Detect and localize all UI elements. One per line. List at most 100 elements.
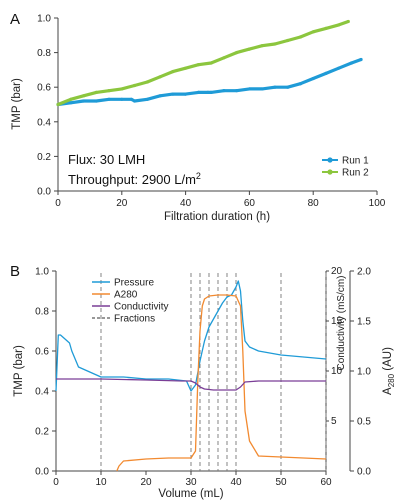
y-tick-label-a: 0.2	[37, 152, 51, 163]
series-line-run-1	[57, 57, 362, 107]
y2-tick-label-b: 5	[331, 416, 337, 427]
y-tick-label-b: 0.4	[35, 387, 49, 398]
x-tick-label-b: 40	[230, 477, 242, 488]
y-tick-label-a: 1.0	[37, 14, 51, 25]
legend-label: Pressure	[114, 278, 154, 289]
data-point	[209, 61, 213, 65]
data-point	[209, 90, 213, 94]
data-point	[145, 97, 149, 101]
x-tick-label-a: 80	[308, 198, 320, 209]
data-point	[247, 87, 251, 91]
y3-tick-label-b: 0.0	[357, 467, 371, 478]
y-tick-label-b: 0.2	[35, 427, 49, 438]
data-point	[107, 89, 111, 93]
legend-marker	[327, 169, 333, 175]
y-tick-label-a: 0.6	[37, 83, 51, 94]
y-tick-label-b: 0.0	[35, 467, 49, 478]
data-point	[184, 66, 188, 70]
series-line-conductivity	[56, 378, 326, 391]
data-point	[286, 38, 290, 43]
data-point	[311, 76, 315, 81]
x-tick-label-a: 40	[180, 198, 192, 209]
data-point	[222, 56, 226, 60]
data-point	[273, 85, 277, 89]
y2-tick-label-b: 15	[331, 316, 343, 327]
y-tick-label-b: 0.6	[35, 347, 49, 358]
data-point	[81, 99, 86, 103]
y3-axis-label-b: A280 (AU)	[382, 347, 396, 395]
data-point	[145, 80, 149, 84]
y3-tick-label-b: 1.0	[357, 367, 371, 378]
legend-label: Run 1	[342, 156, 369, 167]
y-axis-label-a: TMP (bar)	[11, 78, 23, 130]
data-point	[337, 23, 341, 27]
x-tick-label-b: 0	[53, 477, 59, 488]
y-axis-label-b: TMP (bar)	[13, 345, 25, 397]
data-point	[69, 101, 73, 105]
data-point	[260, 44, 264, 48]
x-tick-label-b: 10	[95, 477, 107, 488]
data-point	[184, 92, 188, 96]
data-point	[324, 26, 328, 30]
fraction-lines	[100, 273, 327, 471]
series-line-pressure	[55, 280, 327, 392]
data-point	[120, 87, 124, 91]
x-axis-label-b: Volume (mL)	[158, 488, 223, 500]
data-point	[132, 83, 137, 88]
data-point	[158, 94, 162, 98]
data-point	[196, 90, 200, 94]
data-point	[94, 99, 98, 103]
y-tick-label-b: 0.8	[35, 307, 49, 318]
data-point	[158, 75, 162, 79]
data-point	[69, 97, 73, 101]
chart-b: B 0 10 20 30 40 50 60 0.0 0.2 0.4 0.6 0.8 1.0 5 10 15…	[10, 263, 396, 500]
data-point	[196, 63, 200, 67]
data-point	[286, 85, 290, 89]
data-point	[94, 90, 98, 94]
data-point	[107, 97, 111, 101]
data-point	[337, 66, 341, 70]
panel-label-a: A	[10, 11, 20, 28]
data-point	[120, 97, 124, 101]
data-point	[346, 19, 350, 24]
x-tick-label-b: 60	[320, 477, 332, 488]
data-point	[298, 82, 303, 86]
data-point	[132, 99, 137, 103]
data-point	[311, 30, 315, 34]
data-point	[324, 71, 328, 75]
data-point	[260, 87, 264, 91]
x-axis-label-a: Filtration duration (h)	[164, 211, 270, 223]
x-tick-label-a: 60	[244, 198, 256, 209]
chart-a: A 0 20 40 60 80 100 0.0 0.2 0.4 0.6 0.8 1.0 Filtra…	[10, 11, 386, 223]
data-point	[56, 102, 60, 107]
y-tick-label-a: 0.4	[37, 117, 51, 128]
legend-label: Fractions	[114, 314, 155, 325]
data-point	[206, 90, 210, 94]
data-point	[171, 92, 175, 96]
data-point	[81, 94, 86, 98]
data-point	[171, 70, 175, 74]
throughput-annotation: Throughput: 2900 L/m2	[68, 171, 201, 187]
y-tick-label-a: 0.0	[37, 187, 51, 198]
x-tick-label-a: 0	[55, 198, 61, 209]
x-tick-label-a: 100	[369, 198, 386, 209]
y3-tick-label-b: 1.5	[357, 317, 371, 328]
y-tick-label-b: 1.0	[35, 267, 49, 278]
series-line-run-2	[57, 19, 349, 106]
flux-annotation: Flux: 30 LMH	[68, 152, 145, 167]
series-line-a280	[116, 294, 327, 472]
y3-tick-label-b: 2.0	[357, 267, 371, 278]
x-tick-label-b: 50	[275, 477, 287, 488]
data-point	[349, 61, 354, 65]
data-point	[235, 89, 239, 93]
data-point	[247, 47, 251, 51]
x-tick-label-b: 30	[185, 477, 197, 488]
data-point	[359, 57, 363, 62]
data-point	[298, 35, 303, 39]
legend-label: A280	[114, 290, 138, 301]
data-point	[273, 42, 277, 46]
legend-label: Conductivity	[114, 302, 168, 313]
